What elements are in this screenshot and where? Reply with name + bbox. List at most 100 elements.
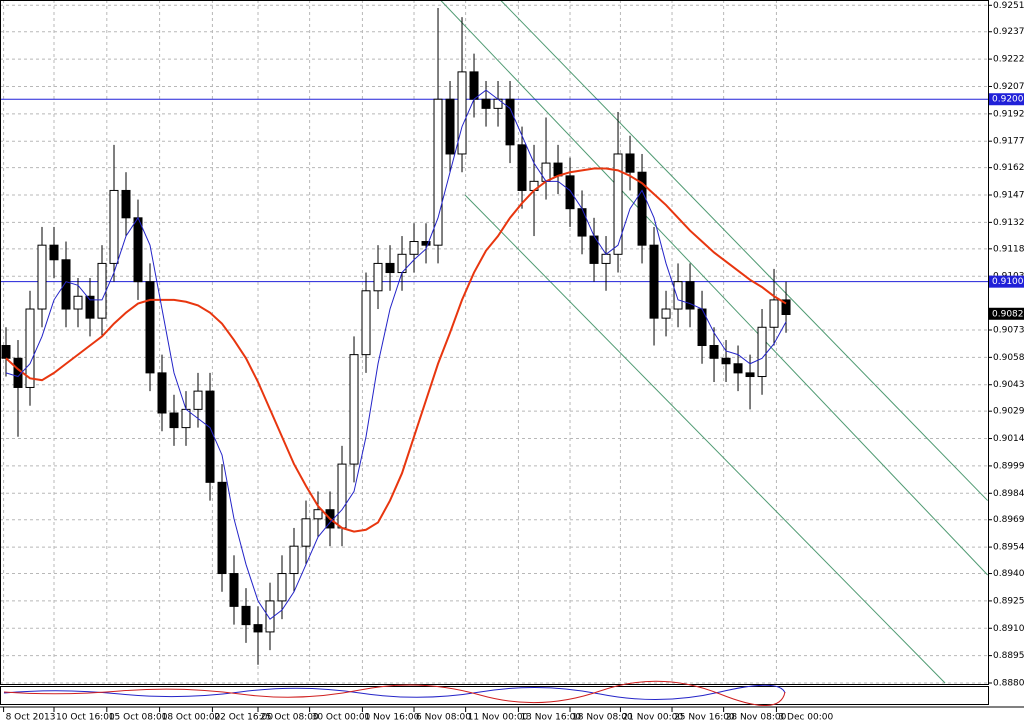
candle-body xyxy=(505,98,515,146)
indicator-line xyxy=(3,684,786,700)
x-tick-label: 28 Nov 08:00 xyxy=(726,713,787,723)
grid xyxy=(0,0,988,684)
last-price-box xyxy=(989,307,1024,320)
candle-body xyxy=(565,175,575,210)
candle-body xyxy=(469,71,479,100)
x-tick-label: 1 Nov 16:00 xyxy=(364,713,419,723)
candle-body xyxy=(361,290,371,356)
candle-body xyxy=(445,98,455,155)
candle-body xyxy=(661,308,671,319)
x-tick-label: 10 Oct 16:00 xyxy=(56,713,115,723)
candle-body xyxy=(229,573,239,607)
candle-body xyxy=(205,390,215,483)
x-tick-label: 25 Oct 08:00 xyxy=(260,713,319,723)
y-tick-label: 0.89695 xyxy=(993,515,1024,525)
x-tick-label: 11 Nov 00:00 xyxy=(468,713,529,723)
x-tick-label: 18 Nov 08:00 xyxy=(572,713,633,723)
candle-body xyxy=(577,208,587,237)
candle-body xyxy=(301,518,311,547)
candle-body xyxy=(85,295,95,319)
candle-body xyxy=(625,153,635,173)
level-label-box xyxy=(989,275,1024,288)
candle-body xyxy=(349,354,359,465)
candle-body xyxy=(217,481,227,575)
indicator-line xyxy=(3,680,786,706)
candle-body xyxy=(553,162,563,177)
x-tick-label: 22 Oct 16:00 xyxy=(214,713,273,723)
candle-body xyxy=(1,345,11,359)
candle-body xyxy=(433,98,443,246)
y-tick-label: 0.90735 xyxy=(993,326,1024,336)
candle-body xyxy=(73,295,83,310)
indicator-frame xyxy=(0,686,989,705)
candle-body xyxy=(49,244,59,261)
x-tick-label: 6 Nov 08:00 xyxy=(416,713,471,723)
moving-average xyxy=(5,89,787,620)
candle-body xyxy=(709,345,719,359)
candle-body xyxy=(601,253,611,264)
candle-body xyxy=(781,299,791,316)
y-tick-label: 0.92515 xyxy=(993,1,1024,11)
candle-body xyxy=(337,463,347,529)
candle-body xyxy=(685,281,695,310)
channel-line xyxy=(464,194,946,684)
candle-body xyxy=(37,244,47,310)
candle-body xyxy=(169,412,179,429)
y-tick-label: 0.91475 xyxy=(993,191,1024,201)
candle-body xyxy=(481,98,491,109)
y-tick-label: 0.89545 xyxy=(993,543,1024,553)
x-tick-label: 3 Dec 00:00 xyxy=(778,713,833,723)
candle-body xyxy=(145,281,155,374)
candle-body xyxy=(769,299,779,328)
candle-body xyxy=(457,71,467,155)
candle-body xyxy=(121,189,131,219)
x-tick-label: 30 Oct 00:00 xyxy=(312,713,371,723)
candle-body xyxy=(721,357,731,365)
candle-body xyxy=(421,241,431,246)
candle-body xyxy=(385,262,395,274)
candle-body xyxy=(673,281,683,310)
candle-body xyxy=(373,262,383,292)
candle-body xyxy=(649,244,659,319)
candle-body xyxy=(409,241,419,255)
moving-average xyxy=(5,167,787,533)
y-tick-label: 0.91325 xyxy=(993,218,1024,228)
candle-body xyxy=(253,624,263,633)
candle-body xyxy=(157,372,167,414)
x-tick-label: 21 Nov 00:00 xyxy=(622,713,683,723)
channel-line xyxy=(440,0,989,576)
candle-body xyxy=(25,308,35,388)
y-tick-label: 0.91625 xyxy=(993,163,1024,173)
candle-body xyxy=(517,144,527,191)
plot-frame xyxy=(0,0,989,685)
candle-body xyxy=(277,573,287,602)
candle-body xyxy=(733,363,743,374)
candle-body xyxy=(241,605,251,626)
candle-body xyxy=(613,153,623,255)
y-tick-label: 0.88800 xyxy=(993,679,1024,689)
y-tick-label: 0.90435 xyxy=(993,380,1024,390)
candle-body xyxy=(493,98,503,109)
y-tick-label: 0.90585 xyxy=(993,353,1024,363)
candle-body xyxy=(133,217,143,283)
candle-body xyxy=(193,390,203,410)
x-tick-label: 8 Oct 2013 xyxy=(6,713,56,723)
